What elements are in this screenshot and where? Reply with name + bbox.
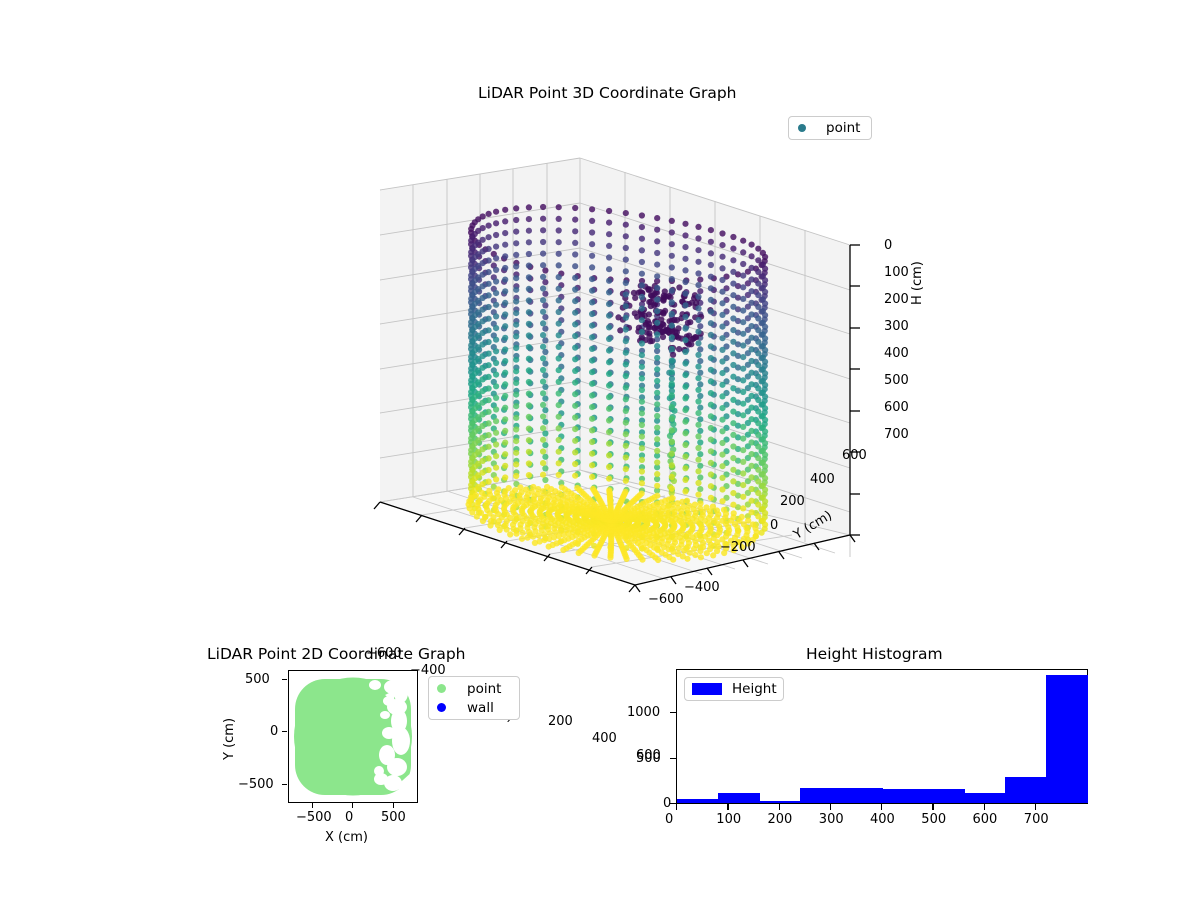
legend-item-point: point (798, 120, 860, 136)
plot3d-ytick-6: 600 (842, 448, 867, 463)
plot3d-canvas (330, 140, 890, 620)
legend-marker-wall-icon (437, 703, 446, 712)
plot2d-xlabel: X (cm) (325, 830, 368, 845)
histogram-xtickmark (676, 804, 677, 810)
histogram-ytick-1000: 1000 (627, 705, 660, 720)
plot2d-ytickmark-m500 (282, 784, 287, 785)
plot2d-xtick-500: 500 (381, 810, 406, 825)
histogram-xtick-500: 500 (921, 812, 946, 827)
histogram-xtick-700: 700 (1024, 812, 1049, 827)
legend-item-point: point (437, 679, 501, 698)
plot2d-xtickmark-0 (352, 803, 353, 808)
plot3d-ytick-2: −200 (720, 540, 756, 555)
legend-item-height: Height (692, 681, 777, 697)
plot3d-ztick-3: 300 (884, 319, 909, 334)
histogram-bar (1005, 777, 1047, 803)
legend-marker-height-icon (692, 683, 722, 695)
legend-label-height: Height (732, 681, 777, 697)
plot3d-ztick-4: 400 (884, 346, 909, 361)
plot2d-ytickmark-0 (282, 731, 287, 732)
plot2d-axes[interactable] (288, 670, 418, 803)
plot3d-legend[interactable]: point (788, 116, 872, 140)
histogram-xtickmark (1035, 804, 1036, 810)
histogram-bar (759, 801, 801, 803)
legend-marker-point-icon (798, 124, 806, 132)
plot3d-xtick-4: 200 (548, 714, 573, 729)
histogram-ytickmark-1000 (670, 712, 676, 713)
plot2d-xtick-m500: −500 (296, 810, 332, 825)
histogram-bar (964, 793, 1006, 803)
plot2d-xtickmark-m500 (312, 803, 313, 808)
matplotlib-figure: LiDAR Point 3D Coordinate Graph point (0, 0, 1200, 900)
plot3d-zlabel: H (cm) (910, 261, 925, 305)
plot3d-title: LiDAR Point 3D Coordinate Graph (478, 84, 736, 102)
histogram-title: Height Histogram (806, 645, 943, 663)
histogram-bar (677, 799, 719, 803)
plot2d-ytickmark-500 (282, 679, 287, 680)
histogram-bar (882, 789, 924, 803)
plot2d-ytick-0: 0 (270, 724, 278, 739)
histogram-xtick-0: 0 (665, 812, 673, 827)
histogram-xtick-100: 100 (716, 812, 741, 827)
histogram-xtick-200: 200 (768, 812, 793, 827)
legend-label-point: point (467, 681, 501, 697)
plot3d-axes[interactable]: −600 −400 −200 0 200 400 600 X (cm) −600… (330, 140, 890, 620)
plot3d-ytick-4: 200 (780, 494, 805, 509)
histogram-bar (718, 793, 760, 803)
plot2d-ytick-500: 500 (245, 672, 270, 687)
histogram-bar (1046, 675, 1088, 803)
plot3d-ztick-1: 100 (884, 265, 909, 280)
histogram-xtickmark (984, 804, 985, 810)
histogram-xtick-300: 300 (819, 812, 844, 827)
legend-label-point: point (826, 120, 860, 136)
plot3d-ztick-7: 700 (884, 427, 909, 442)
histogram-legend[interactable]: Height (684, 677, 784, 701)
legend-item-wall: wall (437, 698, 494, 717)
legend-marker-point-icon (437, 684, 446, 693)
plot3d-ytick-3: 0 (770, 518, 778, 533)
plot2d-xtickmark-500 (393, 803, 394, 808)
legend-label-wall: wall (467, 700, 494, 716)
histogram-ytickmark-500 (670, 758, 676, 759)
plot3d-xtick-5: 400 (592, 731, 617, 746)
plot3d-ztick-5: 500 (884, 373, 909, 388)
point-disc (294, 678, 413, 796)
histogram-xtickmark (932, 804, 933, 810)
histogram-xtickmark (830, 804, 831, 810)
plot3d-ytick-1: −400 (684, 580, 720, 595)
plot3d-ztick-2: 200 (884, 292, 909, 307)
plot2d-title: LiDAR Point 2D Coordinate Graph (207, 645, 465, 663)
histogram-bar (800, 788, 842, 803)
histogram-bar (841, 788, 883, 803)
plot3d-ytick-0: −600 (648, 592, 684, 607)
plot3d-ytick-5: 400 (810, 472, 835, 487)
plot2d-ylabel: Y (cm) (222, 718, 237, 760)
histogram-xtickmark (779, 804, 780, 810)
histogram-xtick-400: 400 (870, 812, 895, 827)
histogram-ytick-500: 500 (636, 751, 661, 766)
histogram-xtickmark (727, 804, 728, 810)
plot3d-ztick-0: 0 (884, 238, 892, 253)
histogram-bar (923, 789, 965, 803)
plot3d-ztick-6: 600 (884, 400, 909, 415)
plot2d-legend[interactable]: point wall (428, 676, 520, 720)
z-tickmarks (850, 245, 860, 535)
histogram-xtickmark (881, 804, 882, 810)
plot2d-xtick-0: 0 (345, 810, 353, 825)
plot2d-canvas (289, 671, 417, 802)
plot2d-ytick-m500: −500 (238, 777, 274, 792)
histogram-xtick-600: 600 (973, 812, 998, 827)
